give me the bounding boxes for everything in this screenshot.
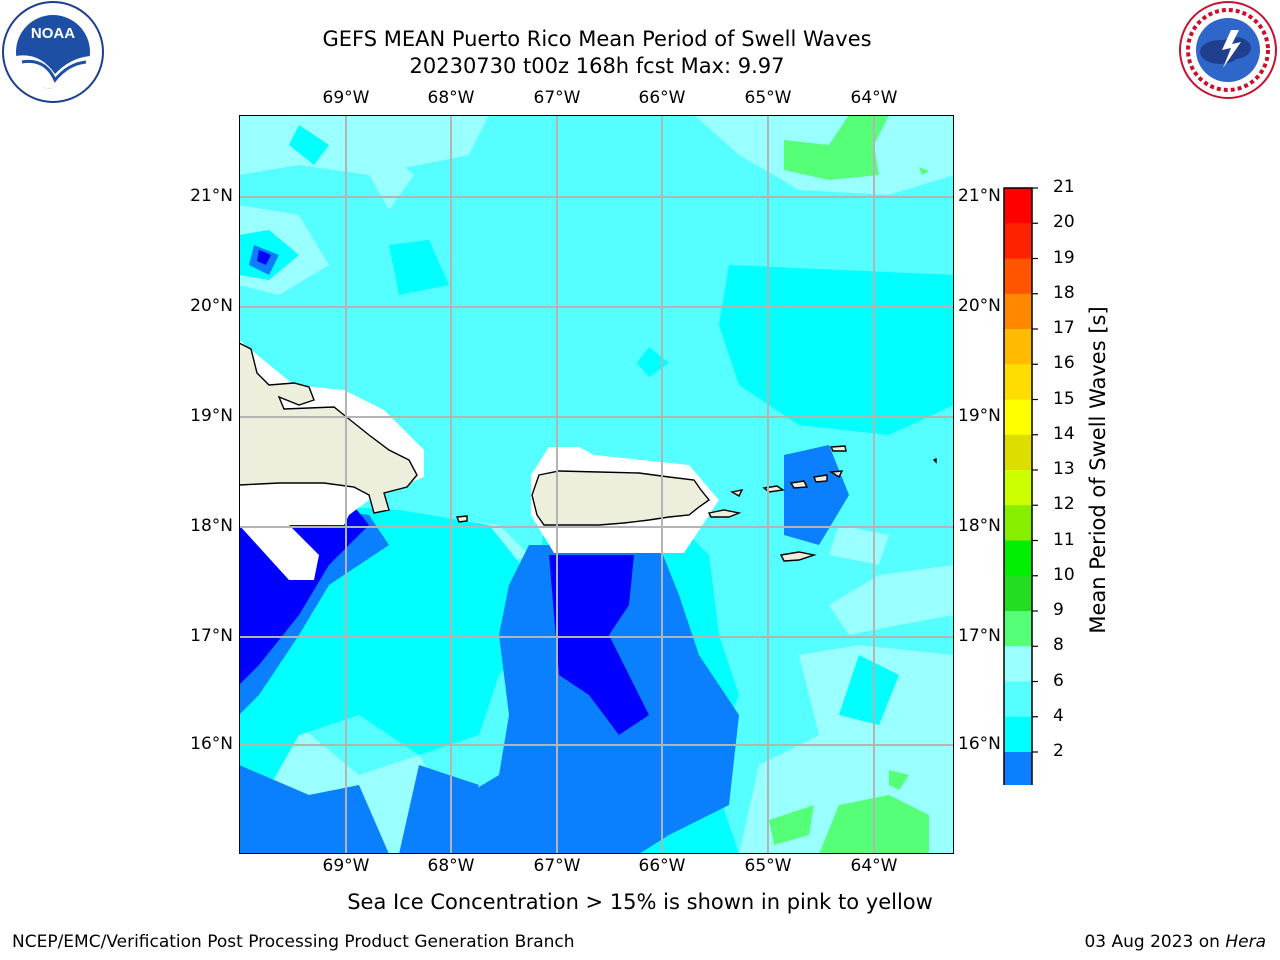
- colorbar-tick-label: 15: [1053, 388, 1075, 409]
- sombrero-cay: [932, 457, 937, 464]
- latitude-label-right: 19°N: [958, 406, 1001, 426]
- latitude-label-left: 16°N: [190, 734, 233, 754]
- colorbar-tick-label: 6: [1053, 670, 1064, 691]
- longitude-label-bottom: 66°W: [638, 856, 686, 876]
- longitude-label-top: 68°W: [427, 88, 475, 108]
- colorbar-segment: [1004, 329, 1032, 365]
- longitude-label-top: 66°W: [638, 88, 686, 108]
- colorbar-segment: [1004, 364, 1032, 400]
- colorbar-tick-label: 13: [1053, 459, 1075, 479]
- land: [239, 342, 937, 562]
- puerto-rico: [531, 470, 711, 526]
- footer-organization: NCEP/EMC/Verification Post Processing Pr…: [12, 932, 575, 952]
- colorbar-tick-label: 16: [1053, 353, 1075, 374]
- colorbar-segment: [1004, 258, 1032, 295]
- colorbar-segment: [1004, 223, 1032, 259]
- colorbar-tick-label: 21: [1053, 177, 1075, 197]
- noaa-logo: NOAA: [2, 1, 104, 103]
- colorbar-segment: [1004, 188, 1032, 224]
- colorbar-tick-label: 17: [1053, 318, 1075, 338]
- plot-subtitle: 20230730 t00z 168h fcst Max: 9.97: [409, 54, 785, 78]
- colorbar-tick-label: 20: [1053, 212, 1075, 233]
- longitude-label-bottom: 64°W: [850, 856, 898, 876]
- colorbar-tick-label: 8: [1053, 635, 1064, 656]
- longitude-label-top: 69°W: [322, 88, 370, 108]
- colorbar: [1003, 187, 1038, 785]
- latitude-label-right: 16°N: [958, 734, 1001, 754]
- colorbar-segment: [1004, 646, 1032, 682]
- longitude-label-top: 64°W: [850, 88, 898, 108]
- colorbar-segment: [1004, 505, 1032, 541]
- latitude-label-right: 17°N: [958, 626, 1001, 646]
- longitude-label-top: 65°W: [744, 88, 792, 108]
- colorbar-tick-label: 2: [1053, 741, 1064, 761]
- footer-date-host: 03 Aug 2023 on Hera: [1084, 932, 1266, 952]
- colorbar-tick-label: 11: [1053, 529, 1075, 550]
- longitude-label-bottom: 65°W: [744, 856, 792, 876]
- latitude-label-left: 19°N: [190, 406, 233, 426]
- swell-period-map: [239, 115, 954, 854]
- swell-field-2-4s: [239, 245, 849, 854]
- colorbar-tick-label: 19: [1053, 247, 1075, 268]
- longitude-label-bottom: 67°W: [533, 856, 581, 876]
- longitude-label-bottom: 68°W: [427, 856, 475, 876]
- latitude-label-right: 20°N: [958, 296, 1001, 316]
- plot-title: GEFS MEAN Puerto Rico Mean Period of Swe…: [322, 27, 872, 51]
- colorbar-tick-label: 12: [1053, 494, 1075, 515]
- colorbar-segment: [1004, 716, 1032, 753]
- anegada: [829, 445, 847, 452]
- vieques: [707, 509, 742, 518]
- colorbar-segment: [1004, 434, 1032, 471]
- colorbar-label: Mean Period of Swell Waves [s]: [1086, 306, 1110, 634]
- latitude-label-left: 21°N: [190, 186, 233, 206]
- longitude-label-top: 67°W: [533, 88, 581, 108]
- nws-logo: [1179, 1, 1277, 99]
- colorbar-tick-label: 9: [1053, 600, 1064, 620]
- colorbar-segment: [1004, 293, 1032, 330]
- colorbar-tick-label: 4: [1053, 705, 1064, 726]
- colorbar-frame: [1003, 187, 1033, 785]
- noaa-logo-text: NOAA: [31, 25, 75, 42]
- colorbar-segment: [1004, 575, 1032, 612]
- culebra: [730, 489, 744, 497]
- latitude-label-left: 18°N: [190, 516, 233, 536]
- virgin-gorda: [828, 470, 844, 479]
- colorbar-segment: [1004, 470, 1032, 506]
- colorbar-segment: [1004, 399, 1032, 436]
- st-croix: [779, 551, 817, 562]
- longitude-label-bottom: 69°W: [322, 856, 370, 876]
- latitude-label-left: 20°N: [190, 296, 233, 316]
- colorbar-segment: [1004, 611, 1032, 647]
- colorbar-segment: [1004, 681, 1032, 718]
- colorbar-tick-label: 10: [1053, 564, 1075, 585]
- mona-island: [456, 515, 468, 523]
- colorbar-segment: [1004, 540, 1032, 577]
- sea-ice-note: Sea Ice Concentration > 15% is shown in …: [347, 890, 933, 914]
- graticule: [239, 115, 954, 854]
- hispaniola: [239, 342, 418, 514]
- colorbar-segment: [1004, 752, 1032, 785]
- latitude-label-left: 17°N: [190, 626, 233, 646]
- colorbar-tick-label: 18: [1053, 282, 1075, 303]
- latitude-label-right: 21°N: [958, 186, 1001, 206]
- colorbar-tick-label: 14: [1053, 423, 1075, 444]
- latitude-label-right: 18°N: [958, 516, 1001, 536]
- tortola: [813, 474, 828, 483]
- st-john: [789, 480, 809, 489]
